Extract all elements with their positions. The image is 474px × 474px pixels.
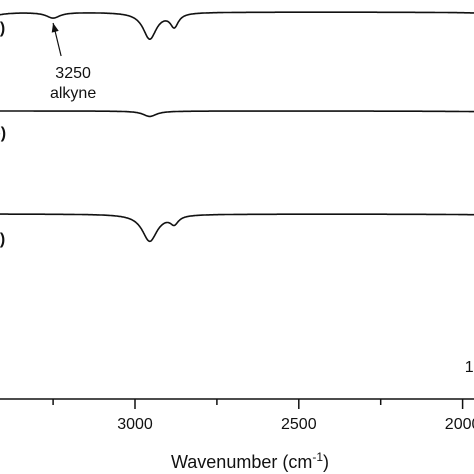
peak-annotations: 3250alkyne17561729 xyxy=(50,22,474,376)
x-axis-title: Wavenumber (cm-1) xyxy=(171,450,329,472)
series-labels: a) b) c) xyxy=(0,20,6,248)
x-tick-label: 2000 xyxy=(445,416,474,433)
x-axis-ticks: 350030002500200015001000 xyxy=(52,399,474,433)
series-label-3: c) xyxy=(0,231,5,248)
annotation-alkyne-line-1: 3250 xyxy=(55,65,91,82)
series-label-1: a) xyxy=(0,20,5,37)
x-axis-title-superscript: -1 xyxy=(312,450,323,464)
x-tick-label: 2500 xyxy=(281,416,317,433)
x-tick-label: 3000 xyxy=(117,416,153,433)
spectrum-line-1 xyxy=(0,11,474,40)
spectrum-line-2 xyxy=(0,110,474,118)
alkyne-arrow-head xyxy=(51,23,59,33)
annotation-alkyne-line-2: alkyne xyxy=(50,85,96,102)
spectrum-line-3 xyxy=(0,213,474,243)
annotation-1756: 1756 xyxy=(465,359,474,376)
x-axis-title-close: ) xyxy=(323,452,329,472)
spectrum-traces xyxy=(0,11,474,243)
series-label-2: b) xyxy=(0,125,6,142)
